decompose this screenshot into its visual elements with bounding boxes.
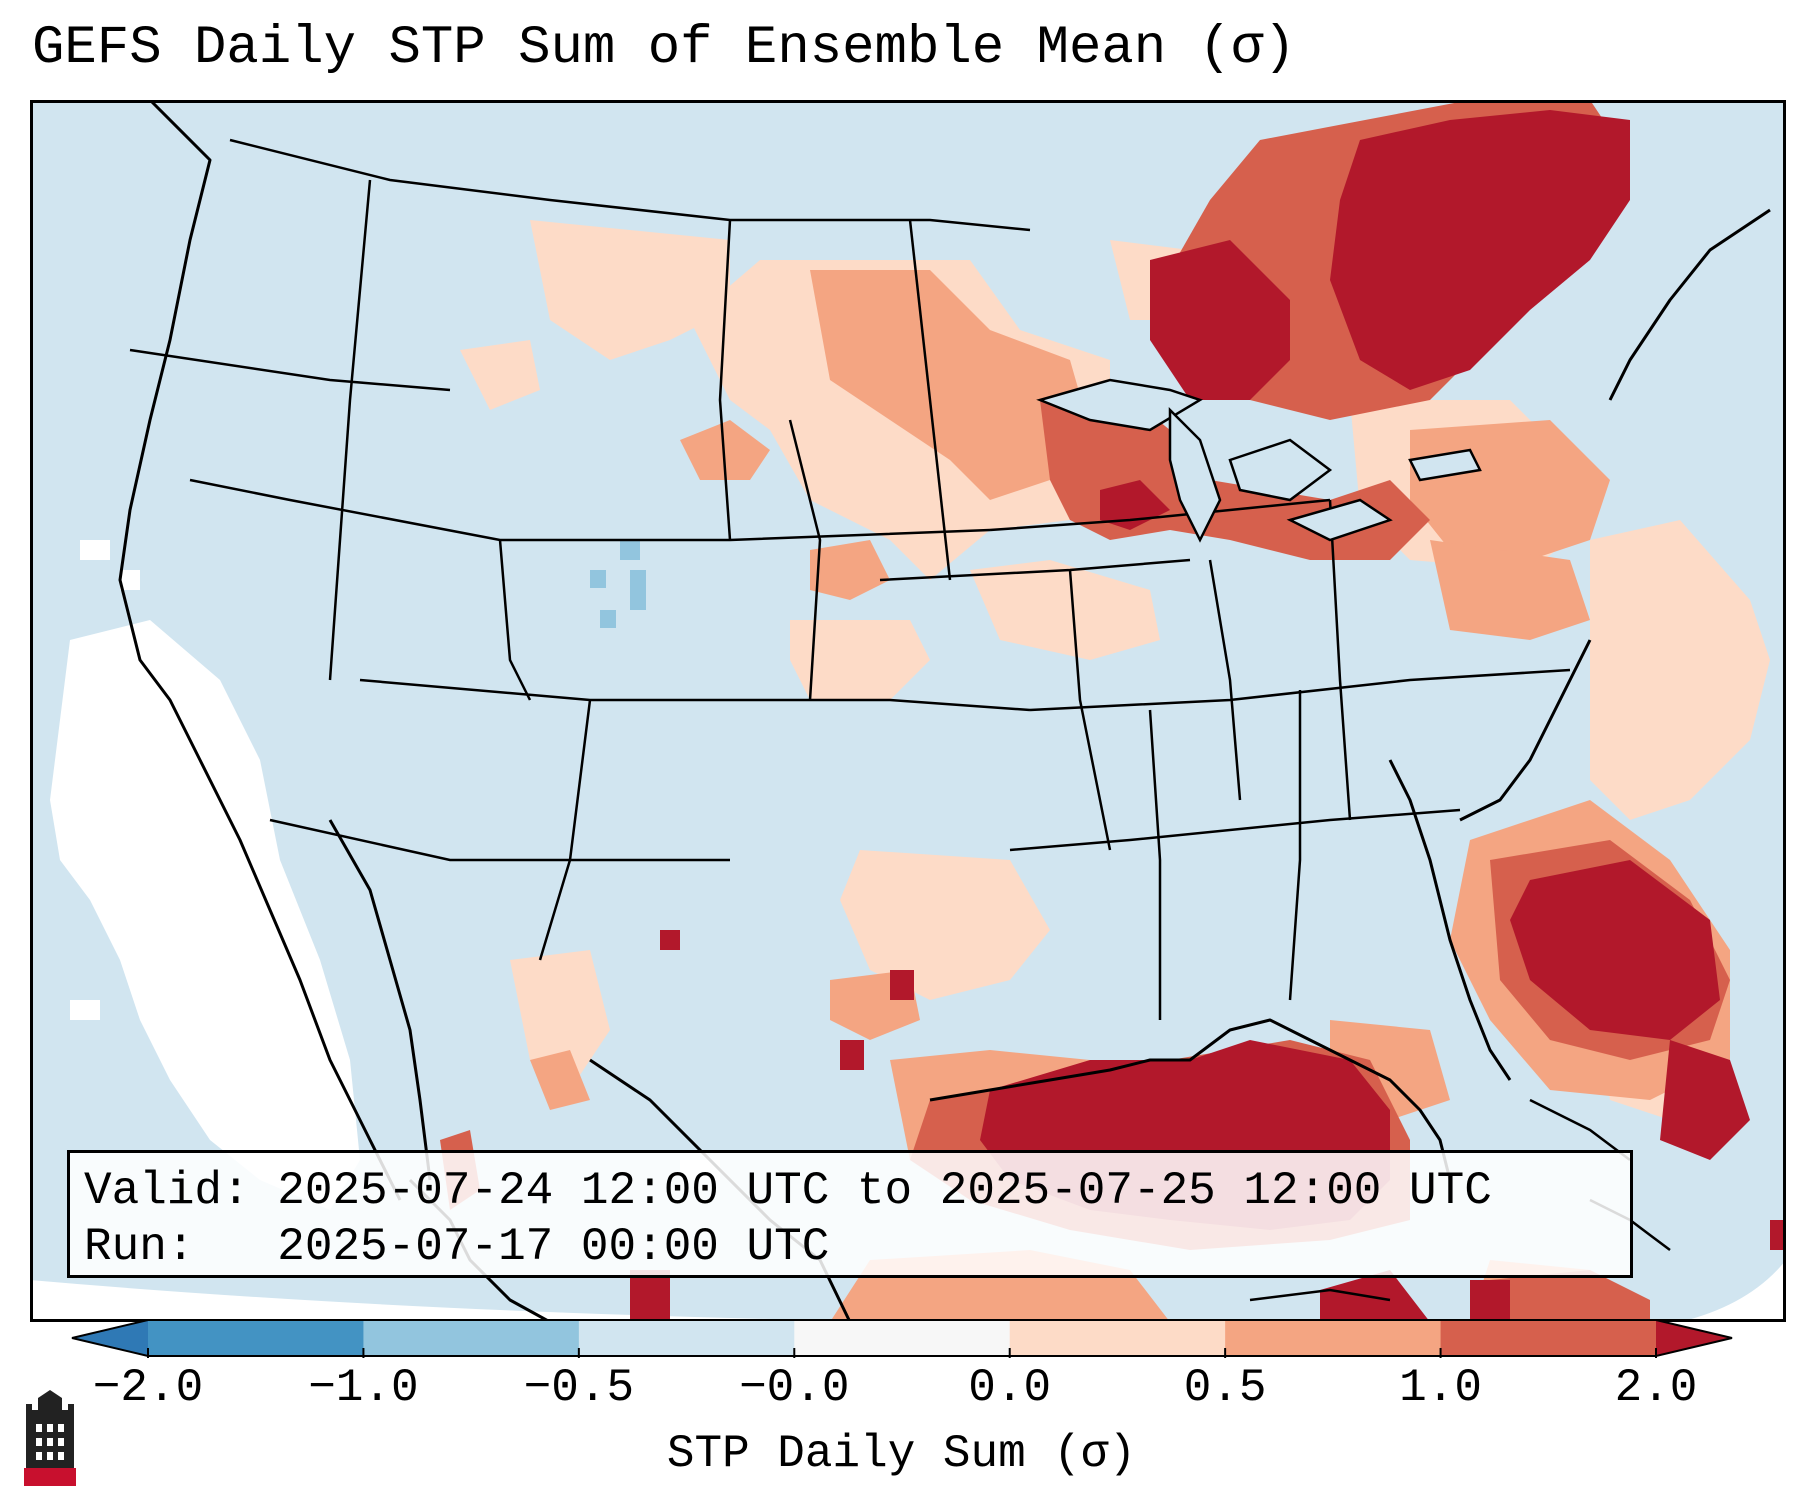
colorbar-tick-label: −2.0 (92, 1362, 204, 1414)
colorbar-tick-label: −0.5 (523, 1362, 635, 1414)
outside-domain-right (1680, 1260, 1786, 1322)
colorbar-bin-4 (1009, 1320, 1226, 1356)
valid-time-box: Valid: 2025-07-24 12:00 UTC to 2025-07-2… (67, 1150, 1633, 1278)
chart-title: GEFS Daily STP Sum of Ensemble Mean (σ) (32, 18, 1296, 79)
colorbar-tick-label: 0.0 (968, 1362, 1052, 1414)
colorbar-bin-0 (148, 1320, 364, 1356)
run-line: Run: 2025-07-17 00:00 UTC (84, 1221, 830, 1273)
colorbar-bin-2 (578, 1320, 795, 1356)
valid-line: Valid: 2025-07-24 12:00 UTC to 2025-07-2… (84, 1165, 1492, 1217)
niu-logo-icon (24, 1390, 76, 1486)
colorbar (71, 1319, 1733, 1358)
negative-speckles (590, 540, 646, 628)
colorbar-over-extension (1656, 1320, 1732, 1356)
map-panel (30, 100, 1786, 1322)
great-lakes (1036, 378, 1482, 543)
outside-domain (30, 1280, 930, 1322)
colorbar-label: STP Daily Sum (σ) (666, 1428, 1137, 1480)
colorbar-bin-3 (794, 1320, 1011, 1356)
state-borders (129, 138, 1571, 1020)
colorbar-tick-label: −1.0 (308, 1362, 419, 1414)
colorbar-bin-1 (363, 1320, 580, 1356)
colorbar-tick-label: 2.0 (1614, 1362, 1698, 1414)
colorbar-tick-label: 0.5 (1183, 1362, 1267, 1414)
colorbar-bin-6 (1440, 1320, 1657, 1356)
colorbar-tick-label: 1.0 (1399, 1362, 1482, 1414)
colorbar-tick-label: −0.0 (739, 1362, 850, 1414)
colorbar-under-extension (72, 1320, 148, 1356)
colorbar-bin-5 (1225, 1320, 1442, 1356)
